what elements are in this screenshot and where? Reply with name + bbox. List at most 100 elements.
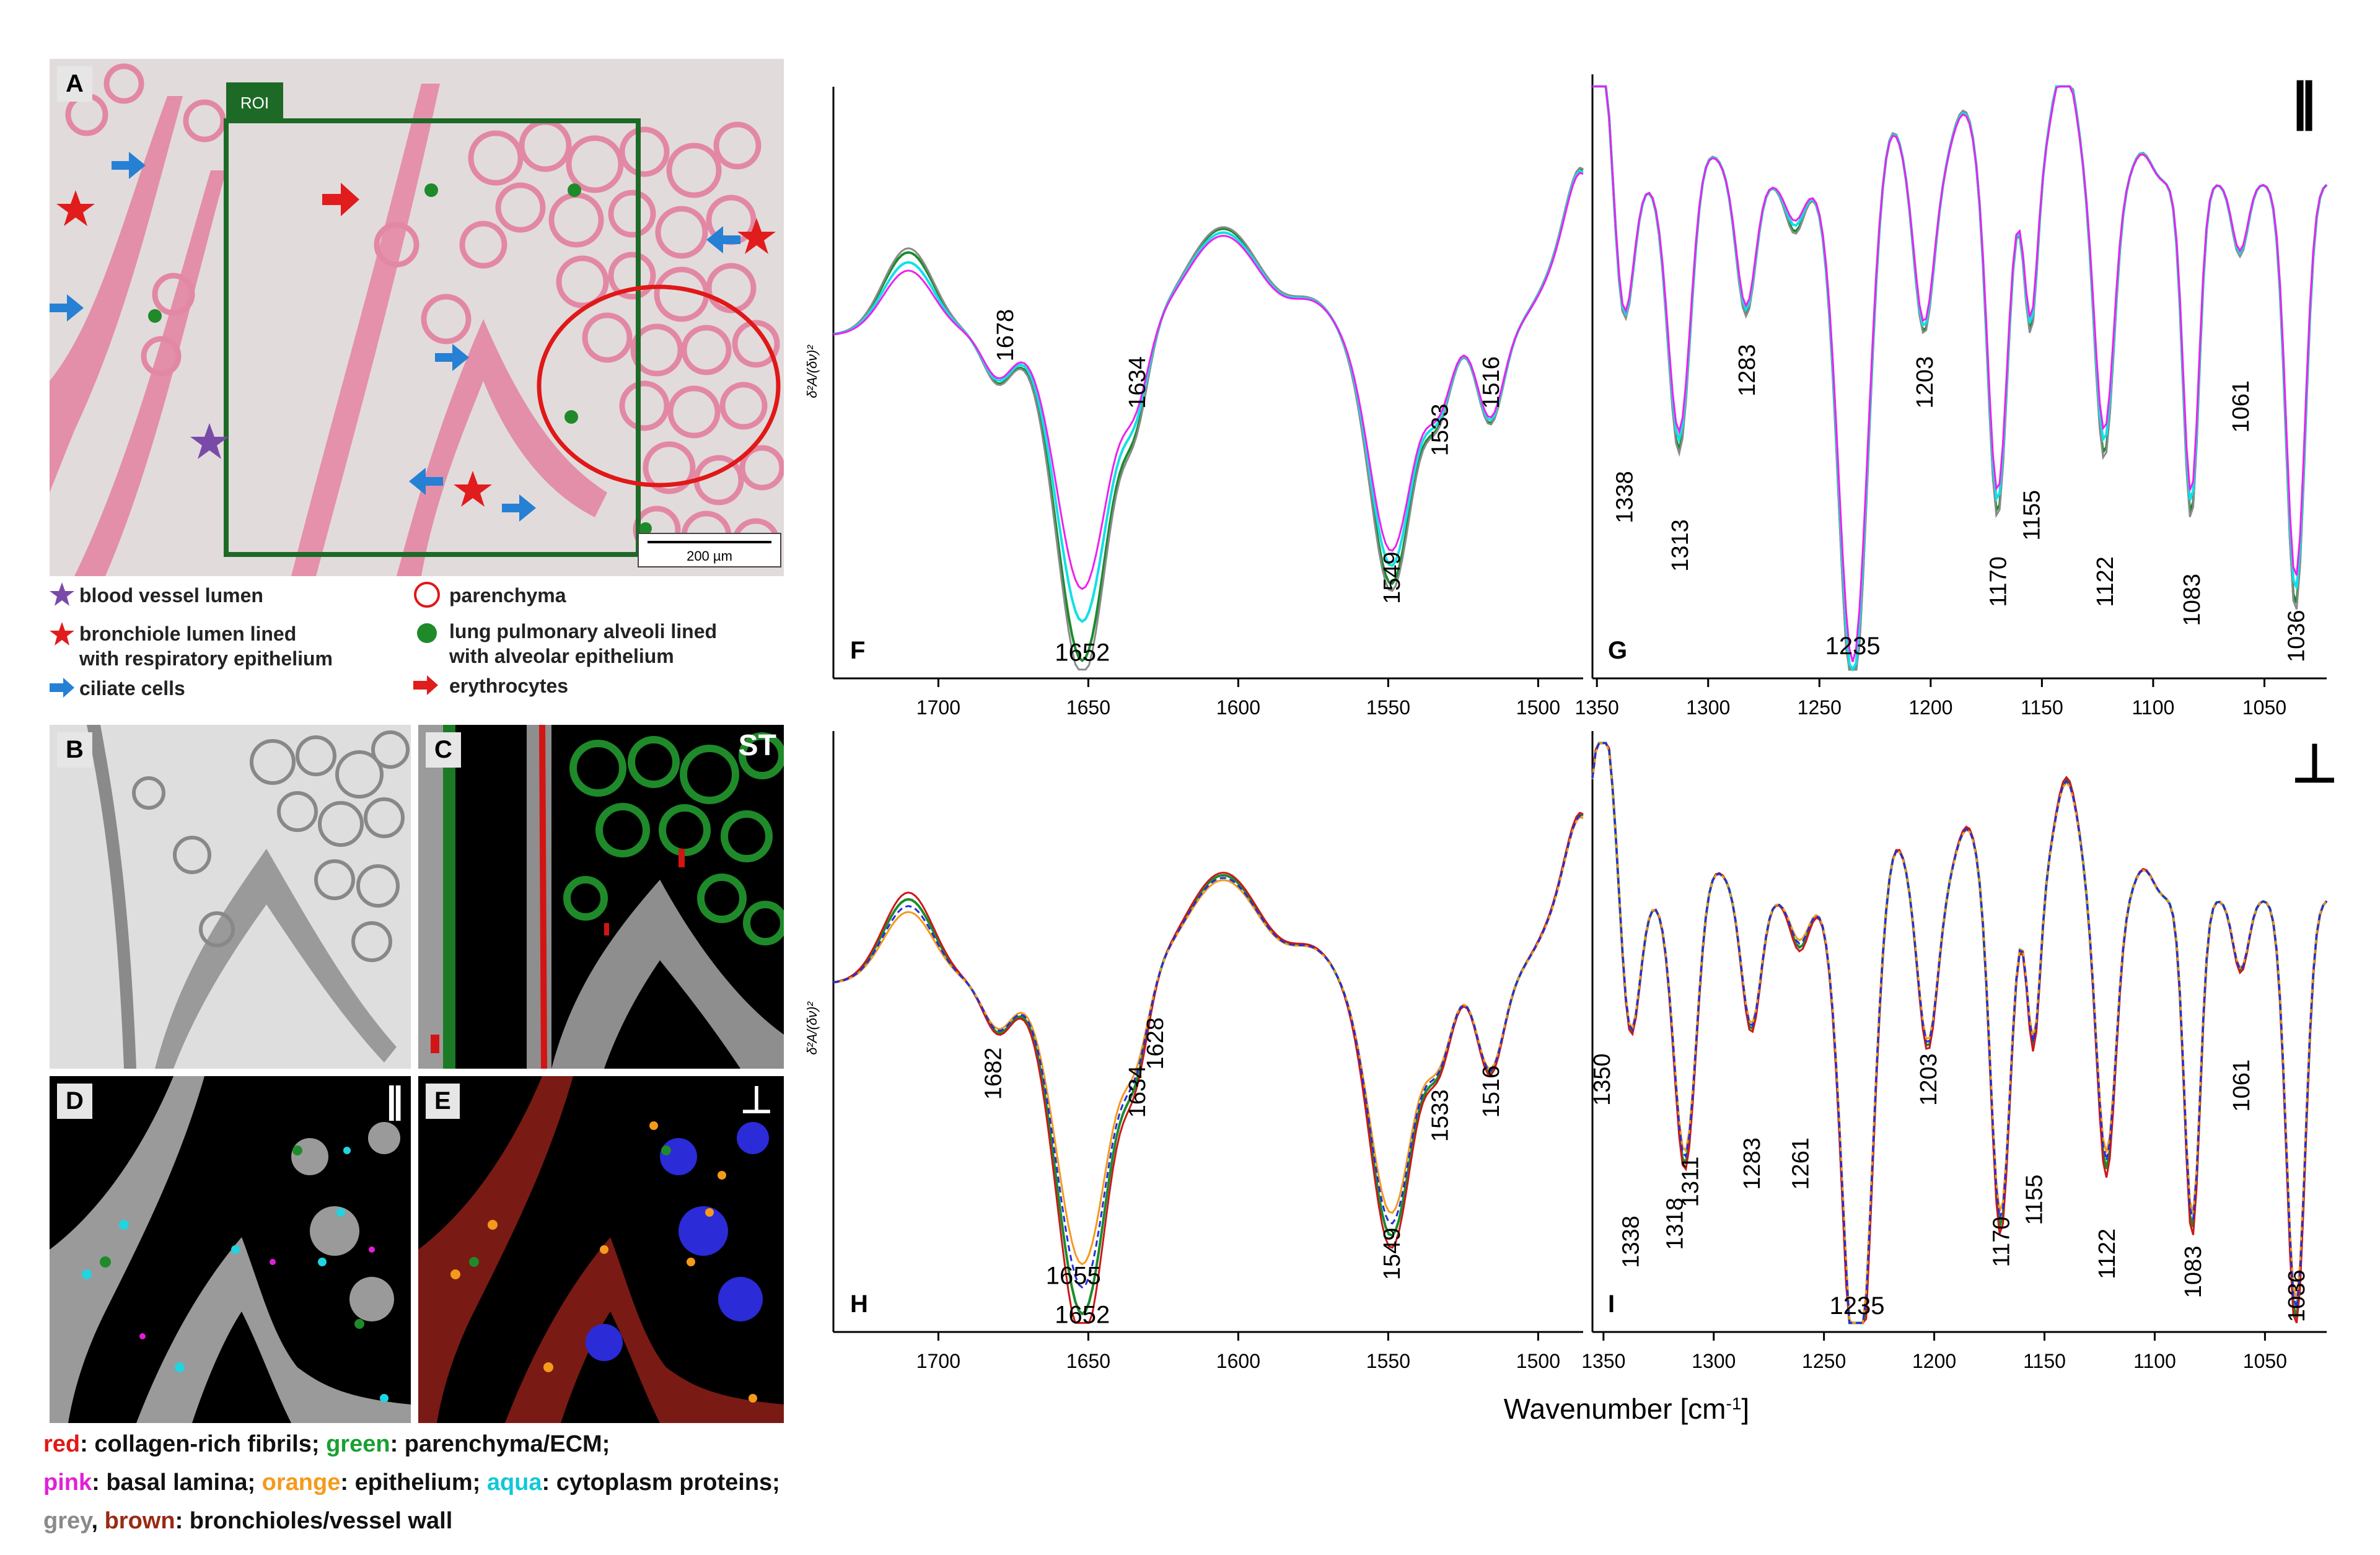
peak-label: 1036	[2284, 610, 2310, 662]
panel-label-g: G	[1608, 637, 1627, 664]
peak-label: 1083	[2180, 1246, 2207, 1299]
legend-alveoli-1: lung pulmonary alveoli lined	[449, 620, 718, 642]
green-dot-icon	[639, 522, 652, 535]
green-dot-icon	[568, 183, 581, 197]
panel-label-d: D	[57, 1084, 92, 1119]
x-tick-label: 1650	[1066, 696, 1110, 719]
peak-label: 1338	[1612, 471, 1638, 523]
x-axis-label: Wavenumber [cm-1]	[1504, 1393, 1749, 1425]
legend-orange-text: : epithelium;	[340, 1470, 487, 1496]
spectrum-line	[833, 812, 1584, 1324]
x-tick-label: 1700	[916, 696, 960, 719]
cluster-map-perpendicular	[418, 1076, 784, 1423]
peak-label: 1628	[1143, 1017, 1169, 1070]
peak-label: 1313	[1667, 519, 1693, 572]
x-tick-label: 1050	[2243, 1350, 2287, 1372]
legend-bronchiole-1: bronchiole lumen lined	[79, 623, 297, 645]
peak-label: 1170	[1988, 1217, 2014, 1268]
panel-a: ROI 200 µm A	[50, 59, 784, 576]
color-legend-line-2: pink: basal lamina; orange: epithelium; …	[43, 1470, 780, 1496]
panel-label-e: E	[426, 1084, 460, 1119]
x-tick-label: 1100	[2133, 1350, 2176, 1372]
x-tick-label: 1600	[1216, 696, 1260, 719]
spectrum-line	[1591, 742, 2328, 1324]
red-star-icon	[737, 218, 776, 254]
y-axis-label-f: δ²A/(δν)²	[804, 345, 820, 398]
panel-b: B	[50, 725, 411, 1069]
legend-brown-word: brown	[104, 1508, 175, 1534]
grayscale-image	[50, 725, 411, 1069]
perp-symbol-chart: ⊥	[2291, 734, 2338, 794]
color-legend-line-1: red: collagen-rich fibrils; green: paren…	[43, 1431, 610, 1458]
peak-label: 1061	[2229, 1059, 2255, 1112]
legend-pink-word: pink	[43, 1470, 92, 1496]
peak-label: 1533	[1428, 1090, 1454, 1142]
x-tick-label: 1600	[1216, 1350, 1260, 1372]
peak-label: 1311	[1678, 1157, 1704, 1207]
x-tick-label: 1150	[2023, 1350, 2066, 1372]
peak-label: 1516	[1478, 356, 1504, 409]
blue-arrow-icon	[502, 494, 536, 522]
legend-pink-text: : basal lamina;	[92, 1470, 262, 1496]
x-tick-label: 1100	[2132, 696, 2175, 719]
panel-d: D ||	[50, 1076, 411, 1423]
panel-label-f: F	[850, 637, 865, 664]
legend-red-text: : collagen-rich fibrils;	[80, 1431, 327, 1457]
green-dot-icon	[424, 183, 438, 197]
peak-label: 1655	[1046, 1262, 1101, 1289]
panel-c: C ST	[418, 725, 784, 1069]
legend-green-text: : parenchyma/ECM;	[390, 1431, 610, 1457]
x-tick-label: 1500	[1516, 1350, 1560, 1372]
blue-arrow-icon	[435, 344, 469, 371]
panel-label-i: I	[1608, 1290, 1615, 1318]
perp-symbol: ⊥	[740, 1079, 773, 1121]
x-tick-label: 1200	[1908, 696, 1952, 719]
y-axis-label-h: δ²A/(δν)²	[804, 1002, 820, 1055]
x-tick-label: 1500	[1516, 696, 1560, 719]
peak-label: 1283	[1739, 1137, 1765, 1190]
roi-label: ROI	[240, 94, 269, 112]
peak-label: 1549	[1379, 551, 1405, 604]
x-tick-label: 1300	[1686, 696, 1730, 719]
red-star-icon	[454, 471, 492, 507]
spectrum-line	[1592, 85, 2328, 671]
red-circle-icon	[414, 582, 440, 608]
spectrum-line	[1592, 85, 2328, 670]
peak-label: 1634	[1125, 356, 1151, 409]
spectrum-line	[833, 813, 1584, 1316]
legend-aqua-word: aqua	[486, 1470, 542, 1496]
x-axis-label-sup: -1	[1726, 1394, 1742, 1413]
panel-label-a: A	[57, 66, 92, 102]
blue-arrow-icon	[409, 468, 443, 495]
red-arrow-icon	[413, 675, 438, 695]
peak-label: 1122	[2092, 556, 2119, 607]
histology-image: ROI 200 µm	[50, 59, 784, 576]
x-tick-label: 1350	[1575, 696, 1619, 719]
spectrum-line	[1591, 742, 2328, 1325]
spectrum-line	[1591, 742, 2328, 1324]
legend-grey-word: grey	[43, 1508, 92, 1534]
spectrum-line	[833, 172, 1584, 590]
legend-red-word: red	[43, 1431, 81, 1457]
peak-label: 1678	[993, 309, 1019, 362]
parallel-symbol-chart: ||	[2293, 71, 2312, 131]
peak-label: 1203	[1916, 1053, 1942, 1106]
legend-blood-vessel: blood vessel lumen	[79, 584, 263, 607]
peak-label: 1122	[2094, 1229, 2120, 1279]
peak-label: 1155	[2022, 1175, 2048, 1225]
color-legend-line-3: grey, brown: bronchioles/vessel wall	[43, 1508, 452, 1535]
green-dot-icon	[417, 623, 437, 643]
legend-comma: ,	[91, 1508, 105, 1534]
peak-label: 1652	[1055, 639, 1110, 666]
blue-arrow-icon	[706, 226, 740, 253]
peak-label: 1261	[1788, 1137, 1814, 1190]
red-star-icon	[50, 622, 74, 646]
panel-label-h: H	[850, 1290, 868, 1318]
spectrum-line	[833, 816, 1584, 1266]
x-tick-label: 1650	[1066, 1350, 1110, 1372]
x-axis-label-main: Wavenumber [cm	[1504, 1393, 1726, 1425]
x-tick-label: 1700	[916, 1350, 960, 1372]
x-tick-label: 1300	[1692, 1350, 1736, 1372]
blue-arrow-icon	[50, 294, 84, 322]
